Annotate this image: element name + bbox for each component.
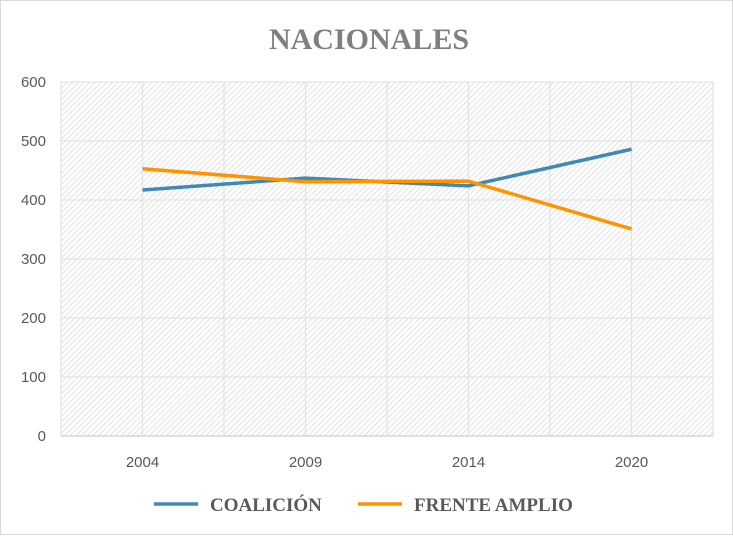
y-tick-label: 100: [21, 369, 46, 386]
y-tick-label: 400: [21, 192, 46, 209]
x-tick-label: 2020: [615, 454, 648, 471]
legend-label: COALICIÓN: [210, 494, 322, 516]
x-tick-label: 2009: [289, 454, 322, 471]
chart-title: NACIONALES: [269, 23, 469, 56]
y-tick-label: 200: [21, 310, 46, 327]
y-tick-label: 500: [21, 133, 46, 150]
y-tick-label: 600: [21, 74, 46, 91]
x-tick-label: 2014: [452, 454, 485, 471]
x-tick-label: 2004: [126, 454, 159, 471]
y-tick-label: 300: [21, 251, 46, 268]
legend-label: FRENTE AMPLIO: [414, 495, 573, 516]
y-tick-label: 0: [38, 428, 46, 445]
